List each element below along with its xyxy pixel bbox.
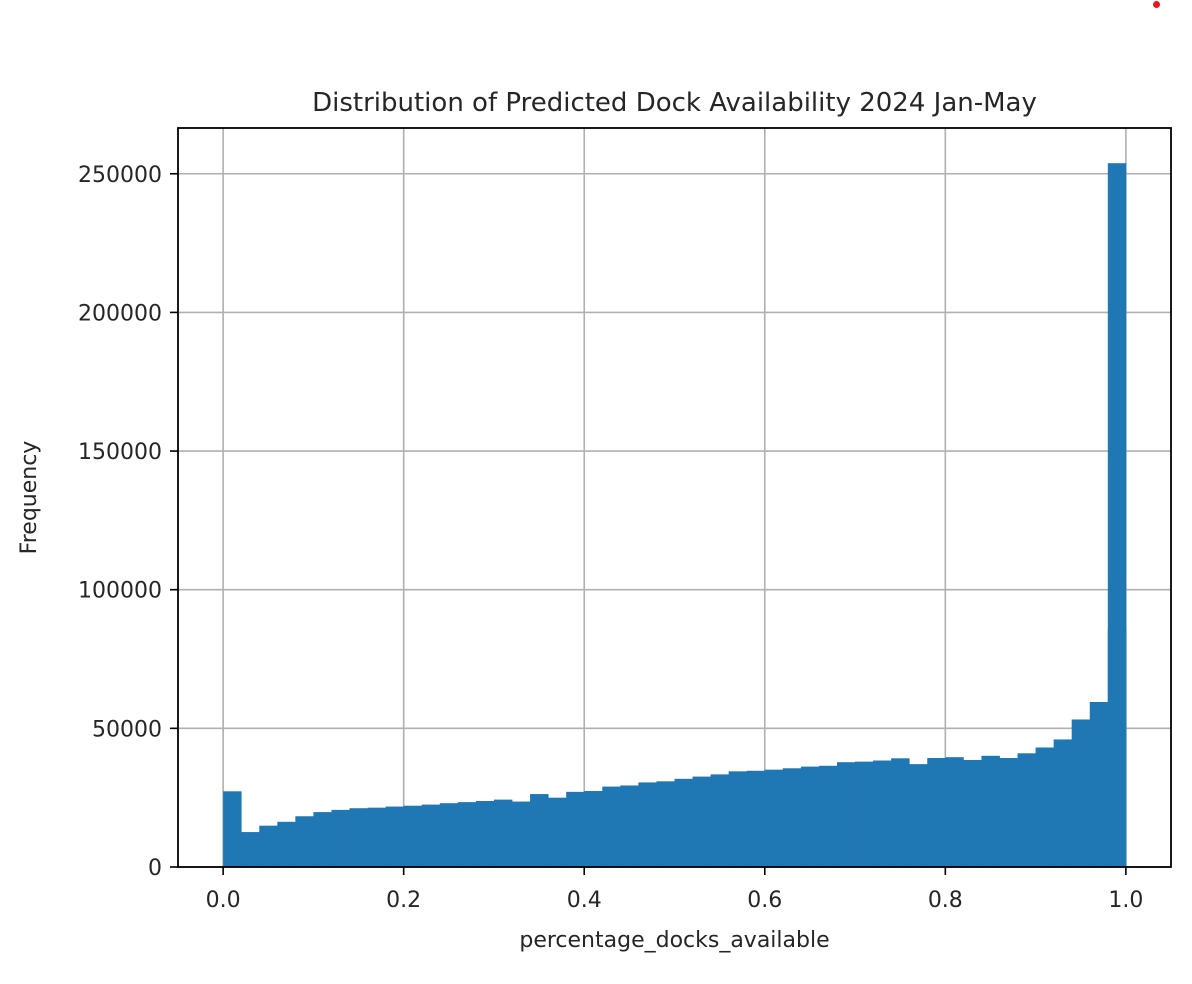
histogram-bar: [963, 759, 982, 867]
histogram-bar: [728, 771, 748, 867]
histogram-bar: [331, 809, 350, 867]
chart-title: Distribution of Predicted Dock Availabil…: [312, 88, 1037, 118]
x-tick-label: 1.0: [1108, 888, 1143, 913]
y-tick-label: 50000: [92, 717, 162, 742]
histogram-bar: [349, 808, 368, 867]
y-tick-label: 250000: [78, 163, 162, 188]
histogram-bar: [746, 770, 766, 867]
histogram-bar: [259, 825, 278, 867]
histogram-bar: [277, 821, 296, 867]
histogram-bar: [602, 786, 621, 867]
tick-layer: 0.0 0.2 0.4 0.6 0.8 1.0 0 50000 100000 150000 2000…: [78, 163, 1143, 913]
histogram-bar: [1017, 753, 1036, 867]
histogram-bar: [855, 761, 874, 867]
annotation-dot: [1153, 1, 1160, 8]
histogram-bar: [403, 805, 423, 867]
histogram-bar: [241, 832, 260, 867]
y-tick-label: 100000: [78, 579, 162, 604]
histogram-bar: [1035, 747, 1055, 867]
histogram-bar: [1071, 719, 1091, 867]
histogram-bar: [909, 764, 928, 867]
histogram-bar: [800, 766, 820, 867]
bar-layer: [223, 163, 1127, 867]
histogram-bar: [1107, 163, 1127, 867]
x-tick-label: 0.6: [747, 888, 782, 913]
histogram-bar: [818, 765, 838, 867]
histogram-bar: [656, 781, 675, 867]
histogram-bar: [710, 774, 730, 867]
histogram-bar: [566, 791, 585, 867]
histogram-bar: [638, 782, 657, 867]
y-tick-label: 200000: [78, 301, 162, 326]
plot-frame: [177, 127, 1172, 868]
y-tick-label: 0: [148, 856, 162, 881]
y-axis-label: Frequency: [17, 441, 42, 555]
x-tick-label: 0.8: [928, 888, 963, 913]
histogram-bar: [674, 778, 693, 867]
histogram-bar: [873, 760, 892, 867]
histogram-bar: [295, 816, 314, 867]
x-tick-label: 0.4: [567, 888, 602, 913]
histogram-bar: [367, 807, 387, 867]
histogram-bar: [692, 776, 712, 867]
histogram-bar: [421, 804, 441, 867]
histogram-bar: [439, 803, 459, 867]
histogram-bar: [548, 797, 567, 867]
histogram-bar: [836, 762, 856, 867]
histogram-bar: [999, 758, 1018, 867]
histogram-bar: [927, 758, 946, 867]
histogram-bar: [457, 802, 477, 867]
histogram-bar: [475, 801, 495, 867]
histogram-bar: [223, 791, 242, 867]
y-tick-label: 150000: [78, 440, 162, 465]
histogram-bar: [782, 768, 802, 867]
histogram-bar: [981, 755, 1000, 867]
histogram-bar: [764, 769, 784, 867]
histogram-bar: [891, 758, 910, 867]
histogram-bar: [584, 791, 603, 867]
histogram-bar: [385, 806, 405, 867]
histogram-bar: [493, 799, 513, 867]
histogram-bar: [945, 757, 964, 867]
x-tick-label: 0.2: [386, 888, 421, 913]
histogram-bar: [1089, 702, 1109, 867]
histogram-bar: [620, 785, 639, 867]
histogram-bar: [313, 812, 332, 867]
histogram-bar: [1053, 739, 1073, 867]
histogram-bar: [530, 794, 549, 867]
histogram-bar: [512, 801, 531, 867]
x-axis-label: percentage_docks_available: [519, 928, 829, 953]
x-tick-label: 0.0: [206, 888, 241, 913]
